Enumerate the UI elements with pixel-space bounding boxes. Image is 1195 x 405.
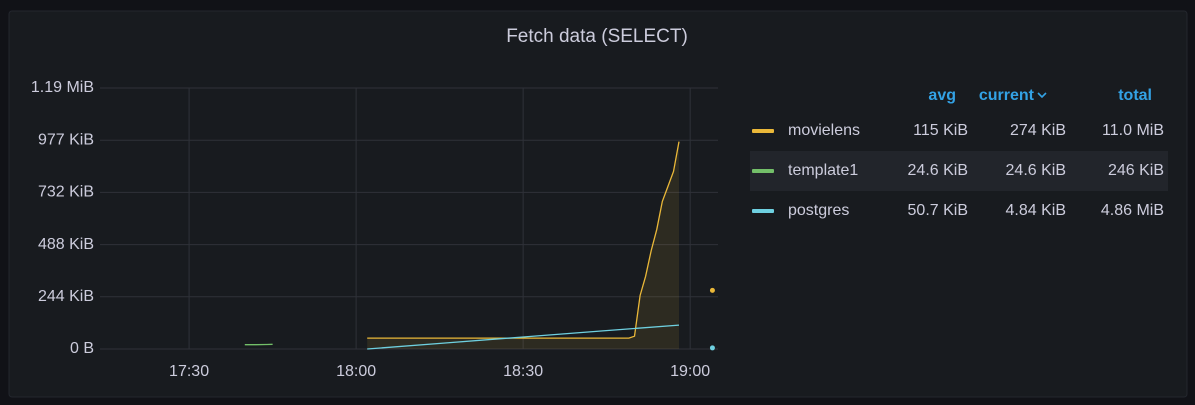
legend-value: 115 KiB — [913, 122, 968, 139]
legend-value: 246 KiB — [1108, 162, 1164, 179]
y-tick-label: 977 KiB — [38, 131, 94, 148]
y-tick-label: 244 KiB — [38, 288, 94, 305]
line — [367, 141, 680, 339]
legend-label[interactable]: movielens — [788, 122, 860, 139]
sort-icon[interactable] — [1037, 92, 1047, 99]
y-tick-label: 488 KiB — [38, 236, 94, 253]
legend-value: 11.0 MiB — [1102, 122, 1164, 139]
chart-title: Fetch data (SELECT) — [506, 26, 688, 47]
x-tick-label: 19:00 — [670, 363, 710, 380]
legend-row-highlight — [750, 151, 1168, 191]
legend-header[interactable]: avg — [928, 87, 956, 104]
panel — [8, 10, 1188, 398]
legend-value: 4.86 MiB — [1101, 202, 1164, 219]
point — [709, 287, 715, 293]
legend-swatch — [752, 209, 774, 213]
legend-swatch — [752, 129, 774, 133]
legend-label[interactable]: postgres — [788, 202, 849, 219]
legend-value: 50.7 KiB — [908, 202, 968, 219]
legend-value: 24.6 KiB — [908, 162, 968, 179]
x-tick-label: 17:30 — [169, 363, 209, 380]
area — [367, 141, 679, 349]
point — [709, 345, 715, 351]
legend-swatch — [752, 169, 774, 173]
legend-value: 274 KiB — [1010, 122, 1066, 139]
line — [367, 324, 680, 350]
x-tick-label: 18:30 — [503, 363, 543, 380]
y-tick-label: 732 KiB — [38, 184, 94, 201]
y-tick-label: 0 B — [70, 340, 94, 357]
x-tick-label: 18:00 — [336, 363, 376, 380]
legend-value: 4.84 KiB — [1006, 202, 1066, 219]
legend-header[interactable]: current — [979, 87, 1035, 104]
legend-value: 24.6 KiB — [1006, 162, 1066, 179]
legend-header[interactable]: total — [1118, 87, 1152, 104]
legend-label[interactable]: template1 — [788, 162, 858, 179]
y-tick-label: 1.19 MiB — [31, 79, 94, 96]
